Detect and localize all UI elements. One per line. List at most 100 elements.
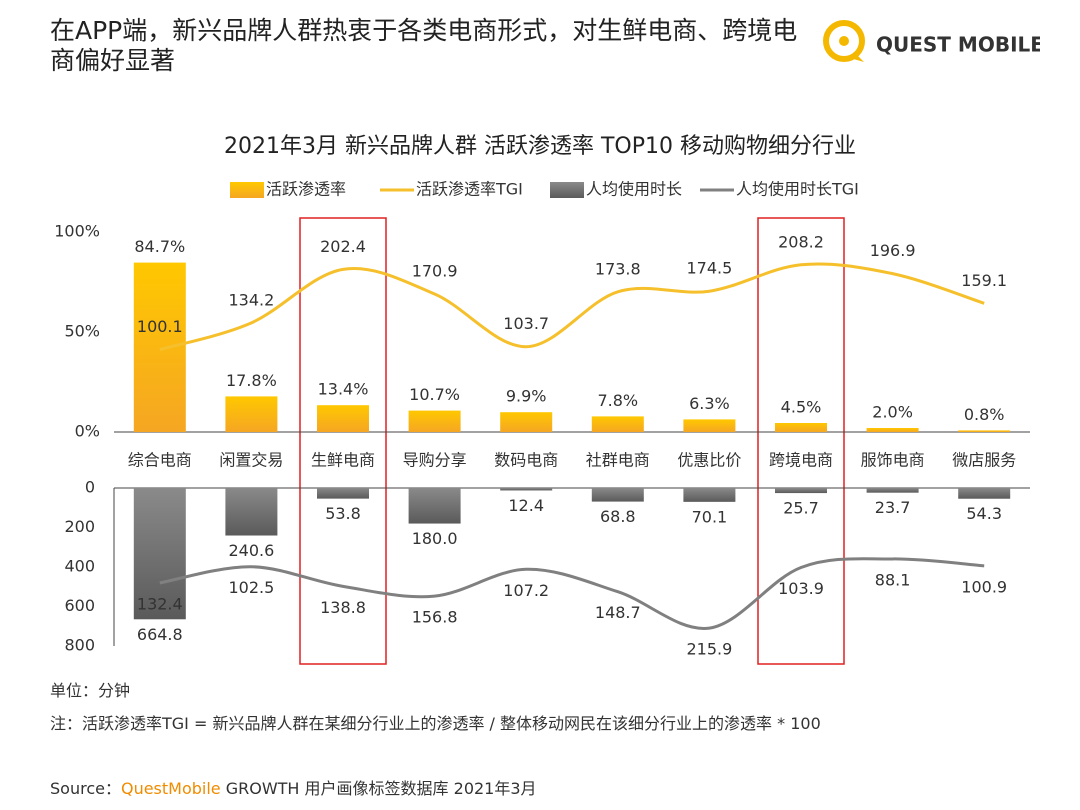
bar-value-label: 70.1 [692, 507, 728, 526]
bar-value-label: 180.0 [412, 529, 458, 548]
x-tick-label: 服饰电商 [861, 451, 925, 470]
y-tick-label: 50% [64, 322, 100, 341]
highlight-box [299, 217, 387, 665]
bar-value-label: 13.4% [318, 380, 369, 399]
bar [591, 488, 644, 502]
bar [500, 412, 553, 432]
bar-value-label: 2.0% [872, 403, 913, 422]
line-value-label: 103.7 [503, 314, 549, 333]
legend-label: 人均使用时长TGI [736, 180, 859, 199]
chart-title: 2021年3月 新兴品牌人群 活跃渗透率 TOP10 移动购物细分行业 [224, 134, 856, 159]
line [159, 262, 985, 352]
x-tick-label: 数码电商 [494, 451, 558, 470]
bar [958, 488, 1011, 499]
y-tick-label: 100% [54, 222, 100, 241]
bar-value-label: 53.8 [325, 504, 361, 523]
bar [500, 488, 553, 491]
source-prefix: Source： [50, 779, 121, 798]
line-value-label: 173.8 [595, 259, 641, 278]
y-tick-label: 800 [64, 636, 95, 655]
bar-value-label: 25.7 [783, 499, 819, 518]
bar-value-label: 4.5% [781, 398, 822, 417]
bar-value-label: 9.9% [506, 387, 547, 406]
bar [317, 405, 369, 432]
bar [408, 488, 461, 524]
y-tick-label: 600 [64, 596, 95, 615]
bar-value-label: 7.8% [597, 391, 638, 410]
bar [591, 416, 644, 432]
bar-value-label: 10.7% [409, 385, 460, 404]
line-value-label: 134.2 [228, 290, 274, 309]
source: Source：QuestMobile GROWTH 用户画像标签数据库 2021… [50, 775, 537, 799]
page-title: 在APP端，新兴品牌人群热衷于各类电商形式，对生鲜电商、跨境电商偏好显著 [50, 16, 798, 75]
y-tick-label: 200 [64, 517, 95, 536]
x-tick-label: 跨境电商 [769, 451, 833, 470]
bar-value-label: 17.8% [226, 371, 277, 390]
unit-note: 单位：分钟 [50, 681, 131, 700]
y-tick-label: 0 [85, 478, 95, 497]
logo: QUEST MOBILE [820, 14, 1044, 74]
logo-ring [823, 20, 865, 62]
line-value-label: 88.1 [875, 570, 911, 589]
bar [775, 488, 827, 494]
line-value-label: 174.5 [686, 259, 732, 278]
bar [775, 423, 827, 432]
bar [866, 428, 919, 432]
bar [133, 488, 186, 620]
bar-value-label: 23.7 [875, 498, 911, 517]
line-value-label: 215.9 [686, 640, 732, 659]
formula-note: 注：活跃渗透率TGI = 新兴品牌人群在某细分行业上的渗透率 / 整体移动网民在… [50, 714, 821, 733]
bar [225, 488, 278, 536]
x-tick-label: 微店服务 [952, 451, 1016, 470]
bar [683, 419, 736, 432]
logo-mark: QUEST MOBILE [823, 20, 1044, 62]
bar-value-label: 6.3% [689, 394, 730, 413]
line-value-label: 100.1 [137, 317, 183, 336]
logo-text: QUEST MOBILE [876, 33, 1040, 57]
bar [866, 488, 919, 493]
bar [683, 488, 736, 502]
bar-value-label: 12.4 [508, 496, 544, 515]
line-value-label: 156.8 [412, 608, 458, 627]
x-tick-label: 优惠比价 [677, 451, 741, 470]
line-value-label: 196.9 [870, 241, 916, 260]
line-value-label: 208.2 [778, 232, 824, 251]
bar-value-label: 84.7% [134, 237, 185, 256]
line-value-label: 202.4 [320, 237, 366, 256]
x-tick-label: 综合电商 [128, 451, 192, 470]
line [159, 557, 985, 630]
x-tick-label: 社群电商 [586, 451, 650, 470]
x-tick-label: 闲置交易 [219, 451, 283, 470]
legend-swatch [550, 182, 584, 198]
bar [317, 488, 369, 499]
line-value-label: 170.9 [412, 262, 458, 281]
bar-value-label: 240.6 [228, 541, 274, 560]
y-tick-label: 400 [64, 557, 95, 576]
line-value-label: 100.9 [961, 577, 1007, 596]
bar-value-label: 664.8 [137, 625, 183, 644]
bar [408, 410, 461, 432]
line-value-label: 132.4 [137, 594, 183, 613]
legend-swatch [230, 182, 264, 198]
bar-value-label: 68.8 [600, 507, 636, 526]
x-tick-label: 生鲜电商 [311, 451, 375, 470]
bar [958, 430, 1011, 432]
line-value-label: 103.9 [778, 579, 824, 598]
x-tick-label: 导购分享 [403, 451, 467, 470]
line-value-label: 102.5 [228, 578, 274, 597]
source-brand: QuestMobile [120, 779, 221, 798]
line-value-label: 107.2 [503, 581, 549, 600]
legend-label: 活跃渗透率TGI [416, 180, 523, 199]
line-value-label: 138.8 [320, 598, 366, 617]
line-value-label: 159.1 [961, 271, 1007, 290]
line-value-label: 148.7 [595, 603, 641, 622]
logo-dot [839, 36, 849, 46]
bar-value-label: 54.3 [966, 504, 1002, 523]
y-tick-label: 0% [75, 422, 100, 441]
legend-label: 活跃渗透率 [266, 180, 346, 199]
logo-tail [850, 52, 864, 62]
bar [225, 396, 278, 432]
legend-label: 人均使用时长 [586, 180, 682, 199]
